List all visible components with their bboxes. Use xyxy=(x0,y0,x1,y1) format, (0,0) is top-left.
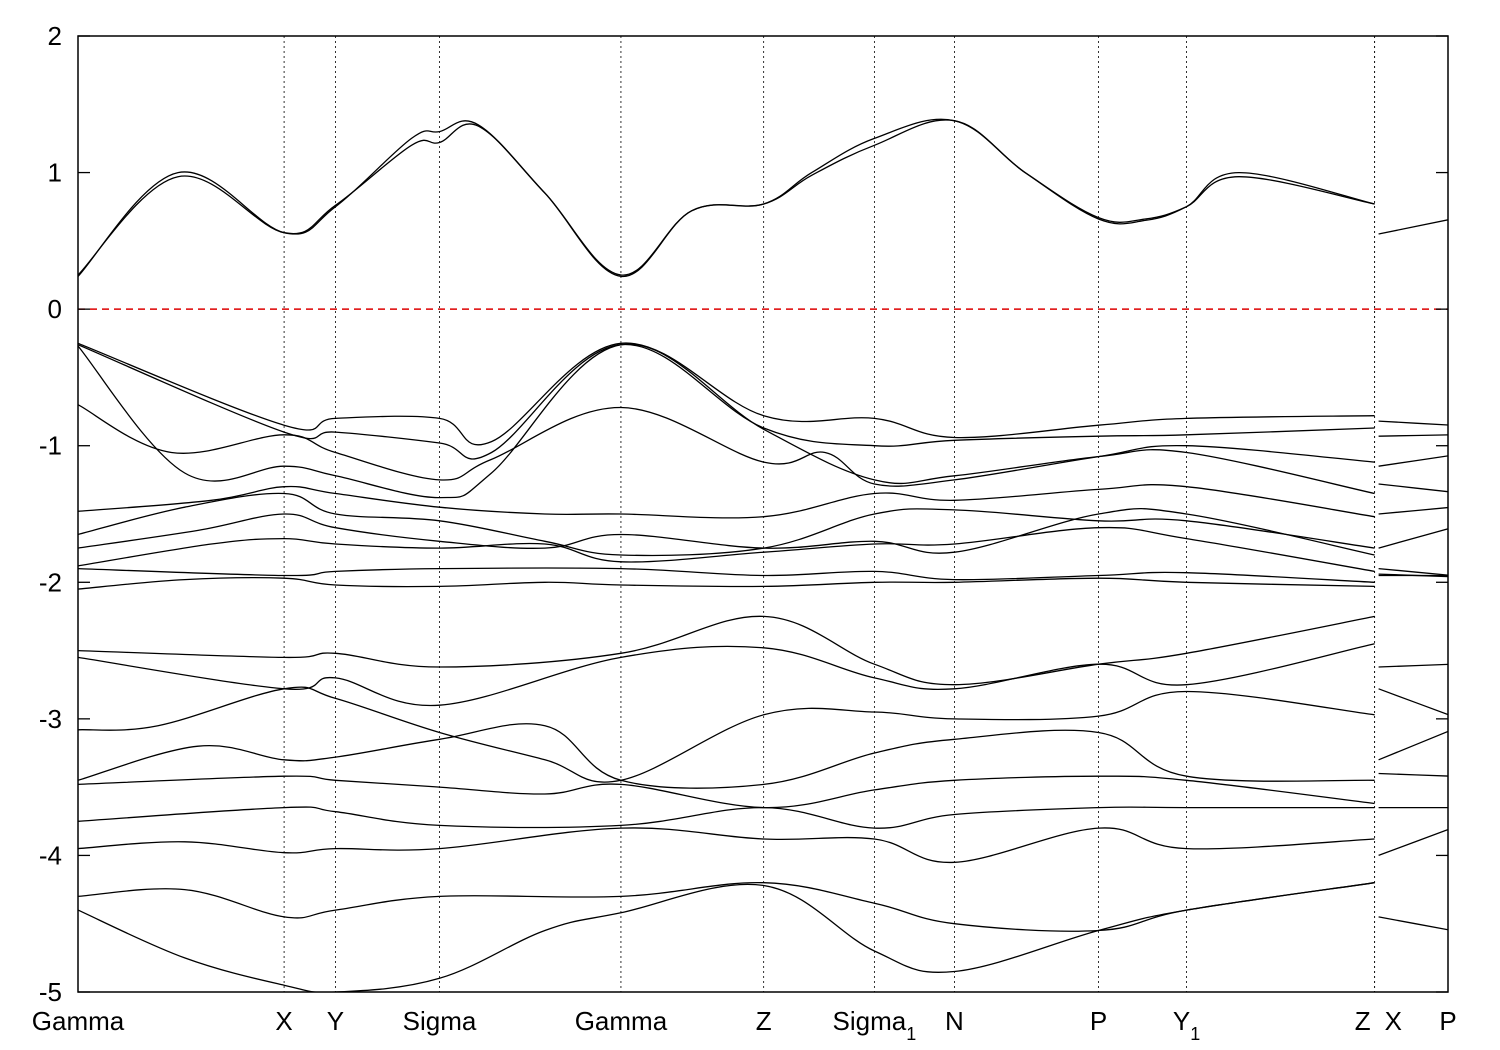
x-tick-label: Z xyxy=(1355,1006,1371,1036)
y-tick-label: -5 xyxy=(39,977,62,1007)
y-tick-label: -4 xyxy=(39,840,62,870)
band-line xyxy=(78,492,1375,557)
band-line xyxy=(78,806,1375,829)
band-line xyxy=(78,526,1375,573)
band-line xyxy=(78,827,1375,863)
y-tick-label: -1 xyxy=(39,431,62,461)
x-tick-label: P xyxy=(1090,1006,1107,1036)
band-line xyxy=(78,615,1375,686)
x-tick-label: N xyxy=(945,1006,964,1036)
tick-layer: Gamma X Y Sigma Gamma Z Sigma1 N P Y1 Z X P210-1-2-3… xyxy=(32,21,1457,1044)
y-tick-label: -3 xyxy=(39,704,62,734)
band-line xyxy=(78,484,1375,519)
x-tick-label: Gamma xyxy=(32,1006,125,1036)
band-line xyxy=(78,775,1375,809)
x-tick-label: Sigma xyxy=(403,1006,477,1036)
x-tick-label: Sigma1 xyxy=(833,1006,917,1044)
band-line xyxy=(78,344,1375,460)
grid-layer xyxy=(283,36,1376,992)
y-tick-label: 1 xyxy=(48,158,62,188)
y-tick-label: -2 xyxy=(39,567,62,597)
band-line xyxy=(78,343,1375,499)
band-line xyxy=(78,342,1375,446)
band-line xyxy=(78,686,1375,783)
x-tick-label: P xyxy=(1439,1006,1456,1036)
x-tick-label: X xyxy=(1385,1006,1402,1036)
band-line xyxy=(78,882,1375,932)
band-line xyxy=(78,723,1375,789)
band-layer xyxy=(78,118,1448,992)
band-line xyxy=(78,577,1375,590)
band-line xyxy=(78,119,1375,276)
band-line xyxy=(78,882,1375,992)
y-tick-label: 0 xyxy=(48,294,62,324)
x-tick-label: X xyxy=(275,1006,292,1036)
x-tick-label: Y xyxy=(327,1006,344,1036)
x-tick-label: Gamma xyxy=(575,1006,668,1036)
plot-frame xyxy=(77,35,1449,993)
band-line xyxy=(78,507,1375,556)
x-tick-label: Y1 xyxy=(1173,1006,1200,1044)
x-tick-label: Z xyxy=(756,1006,772,1036)
band-line xyxy=(78,567,1375,583)
y-tick-label: 2 xyxy=(48,21,62,51)
band-line xyxy=(78,643,1375,707)
